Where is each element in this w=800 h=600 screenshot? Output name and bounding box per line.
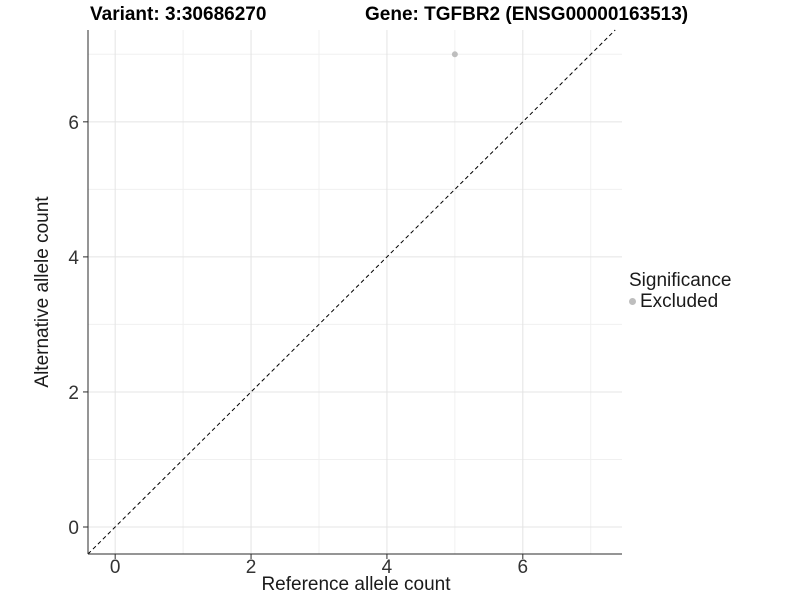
x-tick-label: 0	[110, 557, 121, 578]
x-tick-label: 4	[382, 557, 393, 578]
x-axis-title: Reference allele count	[261, 574, 451, 595]
legend-title: Significance	[629, 270, 732, 291]
y-tick-label: 6	[68, 113, 79, 134]
identity-line	[87, 29, 616, 555]
y-tick-label: 2	[68, 383, 79, 404]
x-tick-label: 2	[246, 557, 257, 578]
x-tick-label: 6	[518, 557, 529, 578]
y-tick-label: 4	[68, 248, 79, 269]
variant-title: Variant: 3:30686270	[90, 4, 267, 25]
legend-item-excluded: Excluded	[629, 291, 731, 312]
legend-point-icon	[629, 298, 636, 305]
y-axis-title: Alternative allele count	[32, 196, 53, 388]
data-point	[451, 51, 458, 58]
y-tick-label: 0	[68, 518, 79, 539]
legend: Significance Excluded	[629, 270, 731, 312]
legend-item-label: Excluded	[640, 291, 719, 312]
gene-title: Gene: TGFBR2 (ENSG00000163513)	[365, 4, 689, 25]
